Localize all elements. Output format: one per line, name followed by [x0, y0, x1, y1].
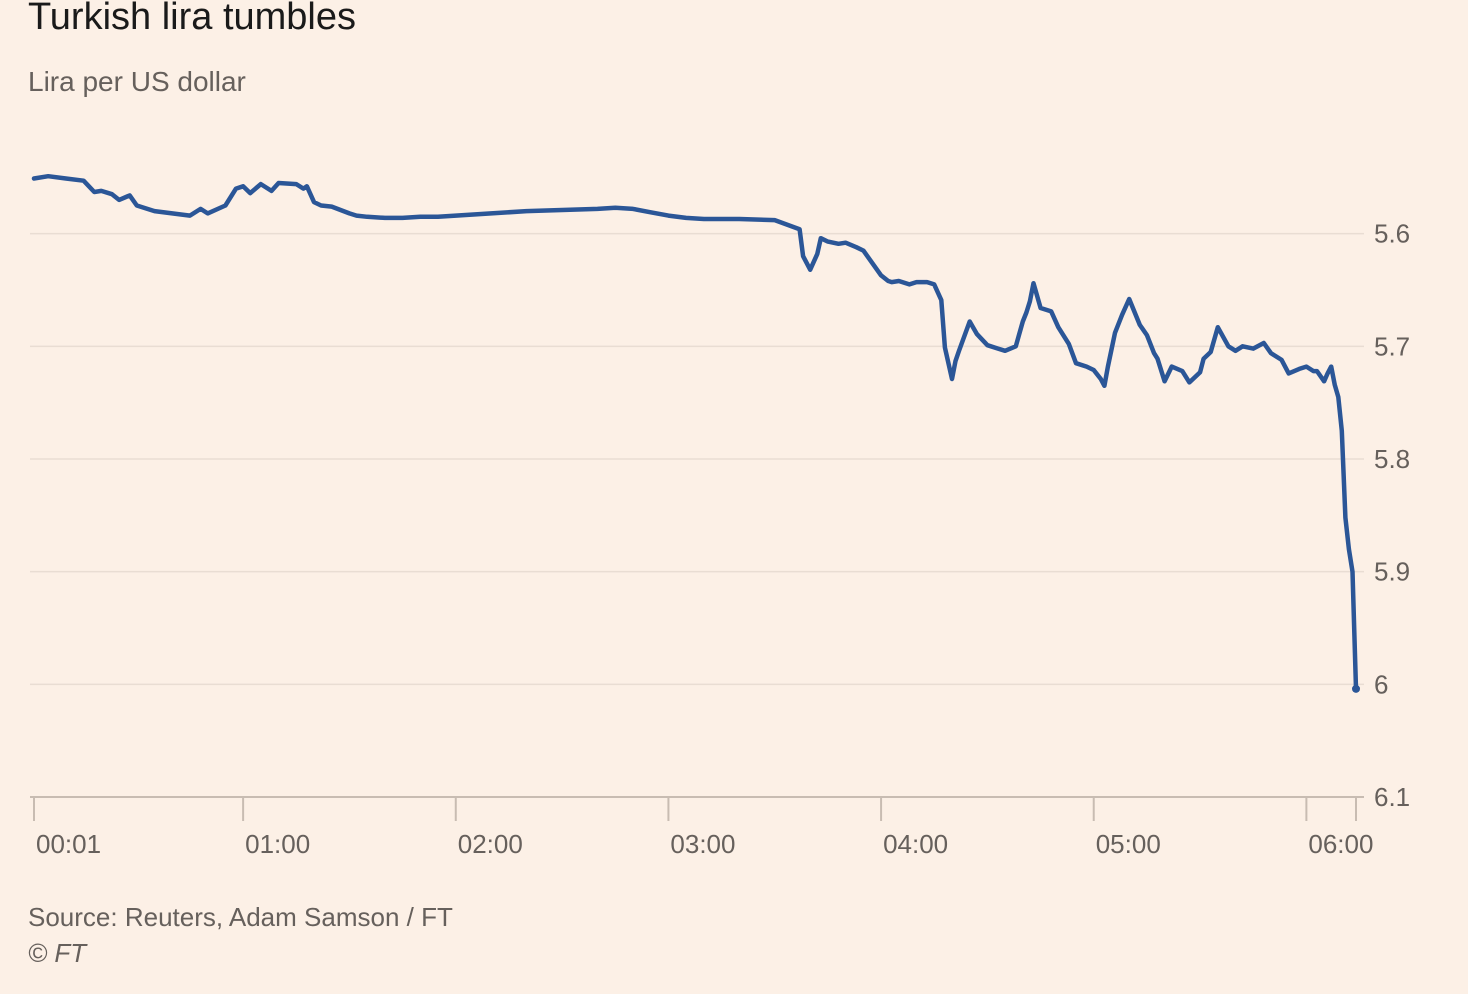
line-chart: 00:01 01:00 02:00 03:00 04:00 05:00 06:00 5.65… — [30, 173, 1410, 859]
y-tick-label: 5.8 — [1374, 444, 1410, 474]
x-tick-label: 00:01 — [36, 829, 101, 859]
y-tick-label: 5.9 — [1374, 557, 1410, 587]
chart-title: Turkish lira tumbles — [28, 0, 357, 38]
y-axis: 5.6 5.7 5.8 5.9 6 6.1 — [1374, 219, 1410, 812]
y-tick-label: 5.6 — [1374, 219, 1410, 249]
gridlines — [30, 232, 1364, 798]
y-tick-label: 6.1 — [1374, 782, 1410, 812]
x-tick-label: 05:00 — [1096, 829, 1161, 859]
x-tick-label: 03:00 — [670, 829, 735, 859]
last-value-point — [1352, 684, 1360, 693]
x-tick-label: 04:00 — [883, 829, 948, 859]
x-tick-label: 01:00 — [245, 829, 310, 859]
chart-subtitle: Lira per US dollar — [28, 66, 246, 97]
series-layer — [31, 173, 1360, 693]
series-line — [31, 173, 1359, 692]
x-tick-label: 06:00 — [1308, 829, 1373, 859]
y-tick-label: 5.7 — [1374, 331, 1410, 361]
source-note: Source: Reuters, Adam Samson / FT — [28, 902, 453, 932]
y-tick-label: 6 — [1374, 669, 1388, 699]
x-axis: 00:01 01:00 02:00 03:00 04:00 05:00 06:00 — [33, 797, 1373, 859]
copyright-note: © FT — [28, 938, 87, 968]
x-tick-label: 02:00 — [458, 829, 523, 859]
